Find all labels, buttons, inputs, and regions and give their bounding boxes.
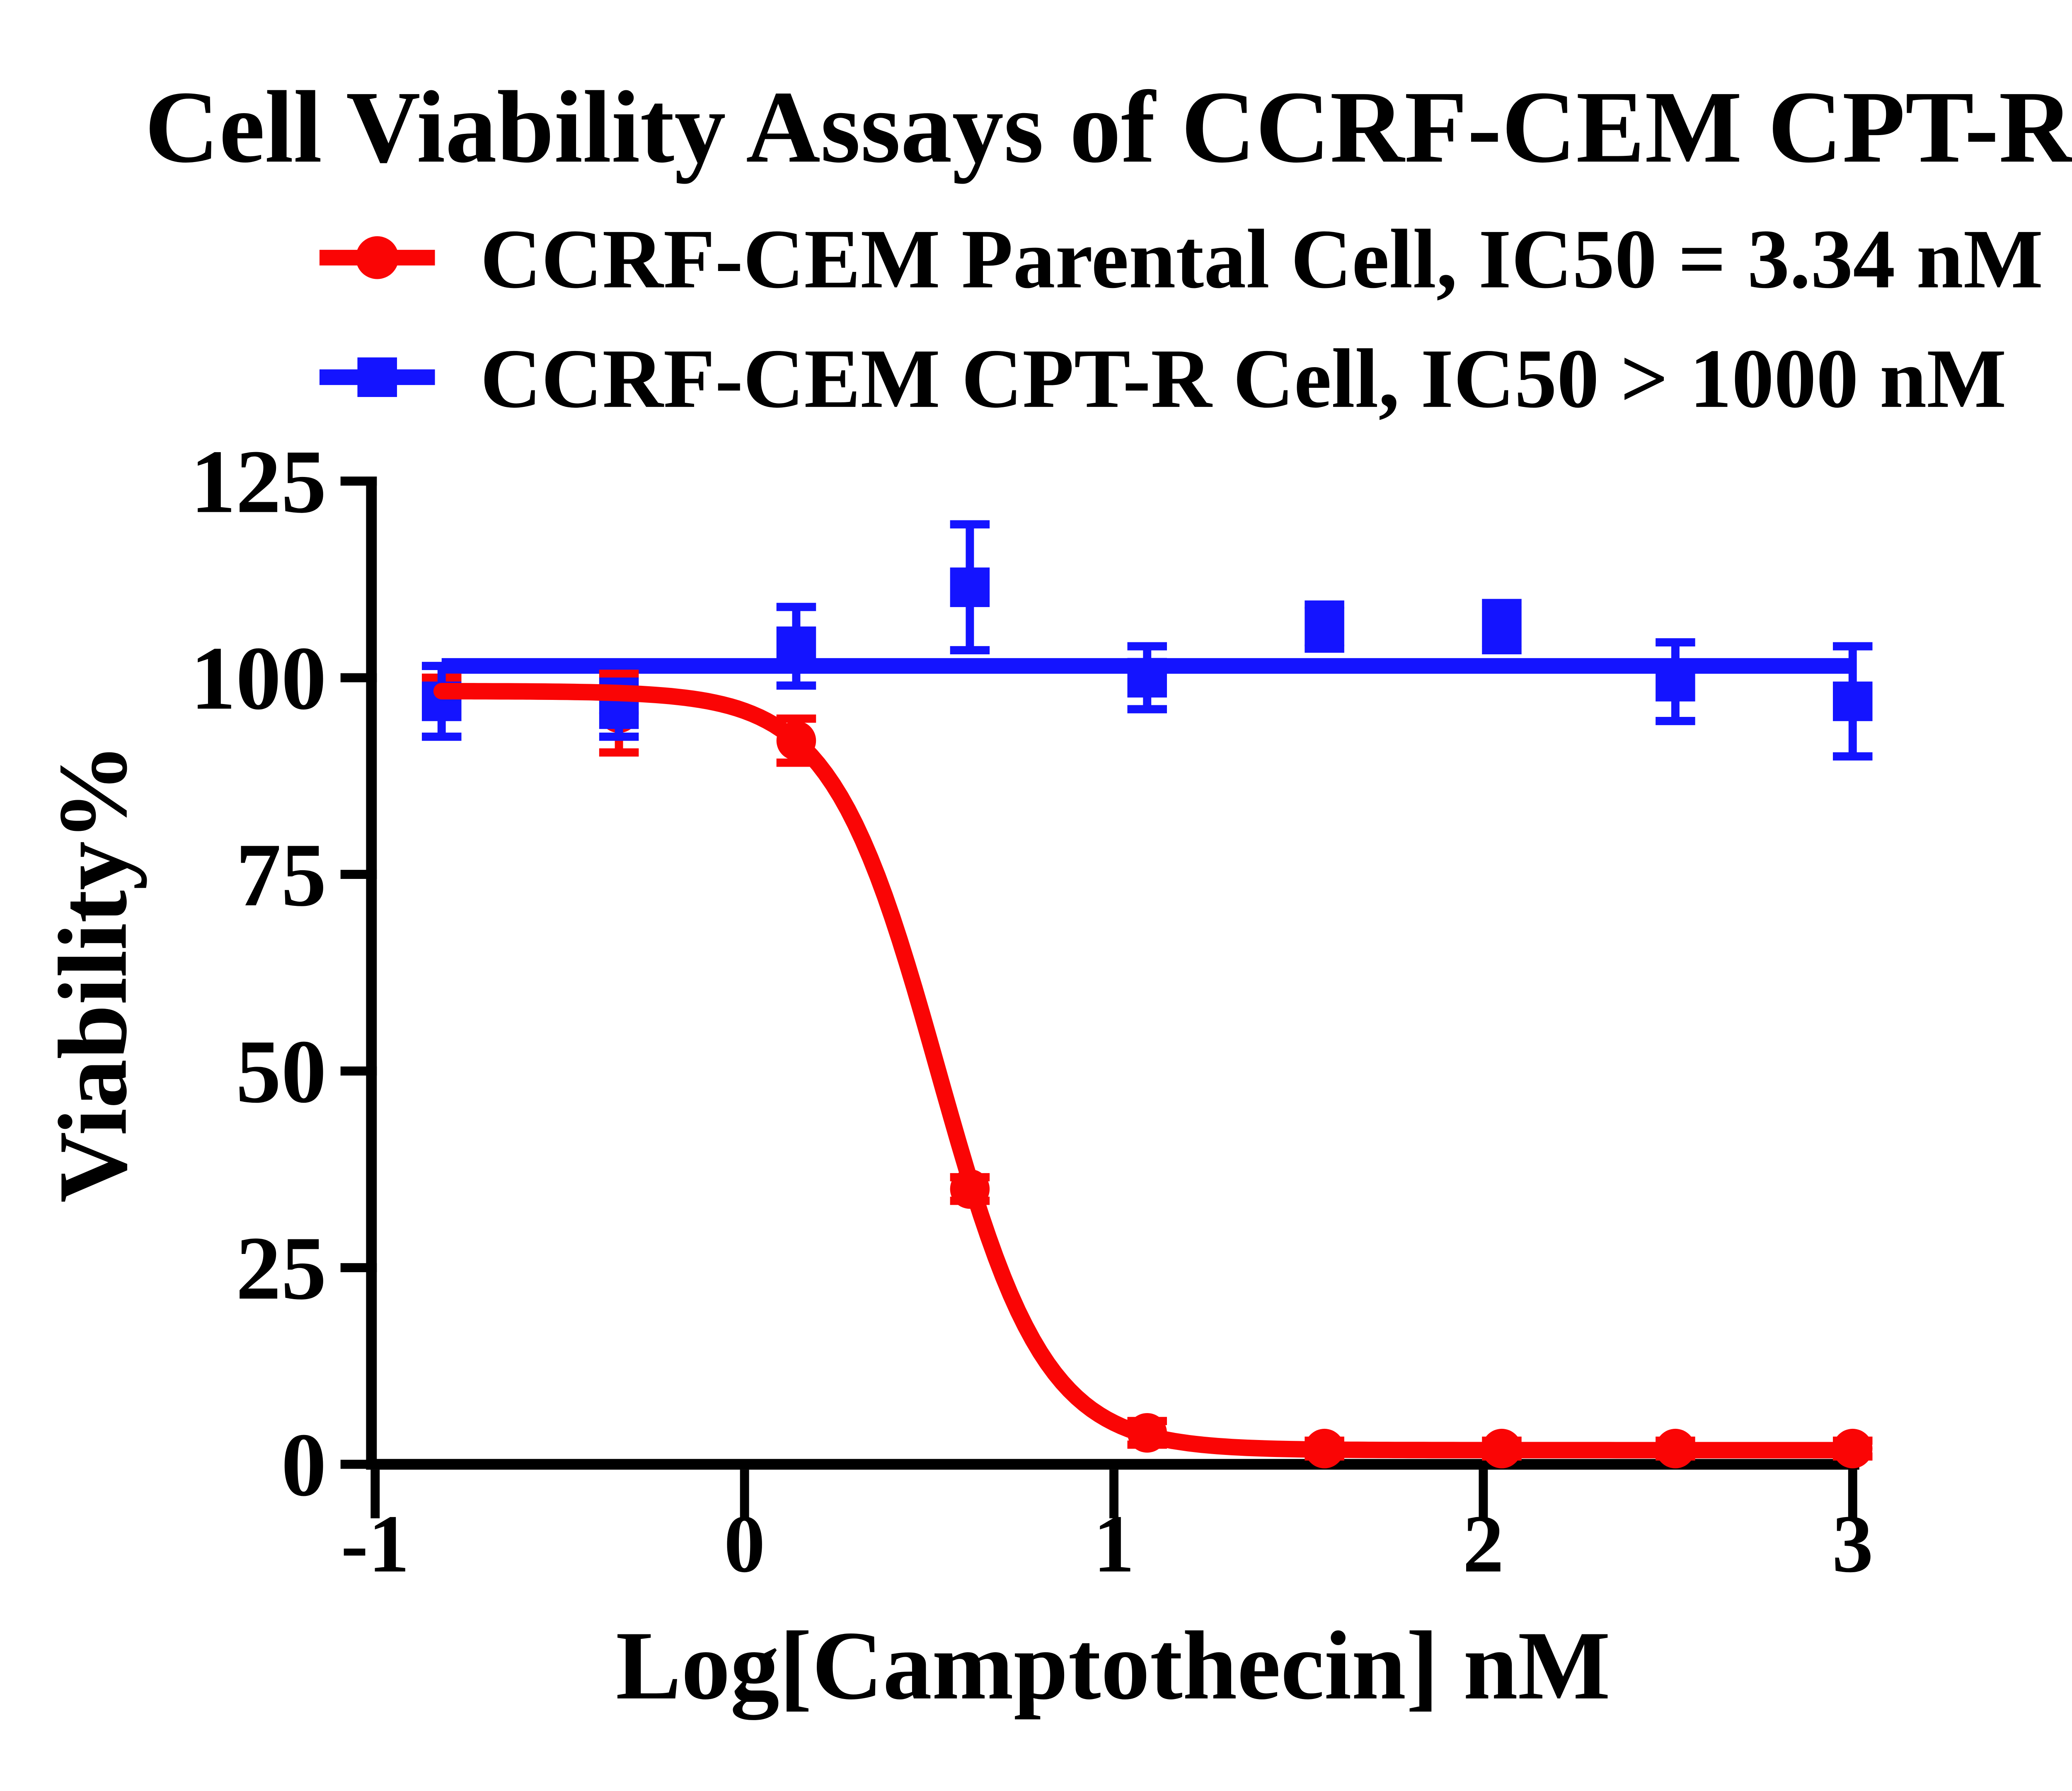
x-axis-tick bbox=[1479, 1469, 1488, 1518]
chart-title: Cell Viability Assays of CCRF-CEM CPT-R bbox=[145, 70, 2072, 184]
legend-item-cptr: CCRF-CEM CPT-R Cell, IC50 > 1000 nM bbox=[319, 332, 2007, 426]
x-axis-tick bbox=[740, 1469, 749, 1518]
x-tick-label: 1 bbox=[1093, 1498, 1134, 1590]
legend-square-marker-icon bbox=[357, 357, 397, 397]
data-point-ccrf-cem-cpt-r-cell bbox=[950, 567, 990, 607]
y-tick-label: 100 bbox=[191, 628, 327, 729]
y-axis-title: Viability% bbox=[39, 743, 147, 1203]
parental-markers bbox=[421, 673, 1873, 1469]
y-tick-label: 50 bbox=[236, 1021, 327, 1122]
x-axis-tick bbox=[1848, 1469, 1857, 1518]
x-tick-label: 3 bbox=[1832, 1498, 1873, 1590]
x-axis-title: Log[Camptothecin] nM bbox=[616, 1612, 1610, 1720]
x-axis-tick bbox=[1109, 1469, 1118, 1518]
data-point-ccrf-cem-cpt-r-cell bbox=[1305, 607, 1344, 646]
y-tick-label: 75 bbox=[236, 825, 327, 925]
legend-label-parental: CCRF-CEM Parental Cell, IC50 = 3.34 nM bbox=[480, 212, 2043, 306]
y-axis-tick bbox=[340, 477, 377, 486]
x-axis-tick bbox=[370, 1469, 380, 1518]
y-tick-label: 25 bbox=[236, 1218, 327, 1319]
y-axis-line bbox=[366, 477, 377, 1470]
y-axis-tick bbox=[340, 1459, 377, 1469]
legend: CCRF-CEM Parental Cell, IC50 = 3.34 nM C… bbox=[319, 212, 2043, 426]
legend-item-parental: CCRF-CEM Parental Cell, IC50 = 3.34 nM bbox=[319, 212, 2043, 306]
y-axis-tick bbox=[340, 673, 377, 683]
data-point-ccrf-cem-cpt-r-cell bbox=[776, 626, 816, 666]
x-tick-label: 2 bbox=[1463, 1498, 1504, 1590]
x-axis-line bbox=[366, 1459, 1859, 1470]
legend-circle-marker-icon bbox=[356, 236, 399, 279]
parental-error-bars bbox=[421, 670, 1873, 1461]
data-point-ccrf-cem-cpt-r-cell bbox=[1833, 681, 1873, 721]
data-point-ccrf-cem-cpt-r-cell bbox=[1482, 607, 1522, 646]
x-tick-label: 0 bbox=[724, 1498, 765, 1590]
y-tick-label: 125 bbox=[191, 432, 327, 532]
cptr-error-bars bbox=[421, 520, 1873, 761]
y-tick-label: 0 bbox=[281, 1415, 326, 1515]
data-point-ccrf-cem-cpt-r-cell bbox=[1127, 658, 1167, 698]
x-tick-label: -1 bbox=[341, 1498, 409, 1590]
y-axis-tick bbox=[340, 1066, 377, 1076]
y-axis-tick bbox=[340, 1263, 377, 1273]
data-point-ccrf-cem-cpt-r-cell bbox=[1656, 662, 1695, 702]
parental-fit-curve bbox=[433, 683, 1861, 1459]
legend-label-cptr: CCRF-CEM CPT-R Cell, IC50 > 1000 nM bbox=[480, 332, 2007, 426]
y-axis-tick bbox=[340, 870, 377, 879]
